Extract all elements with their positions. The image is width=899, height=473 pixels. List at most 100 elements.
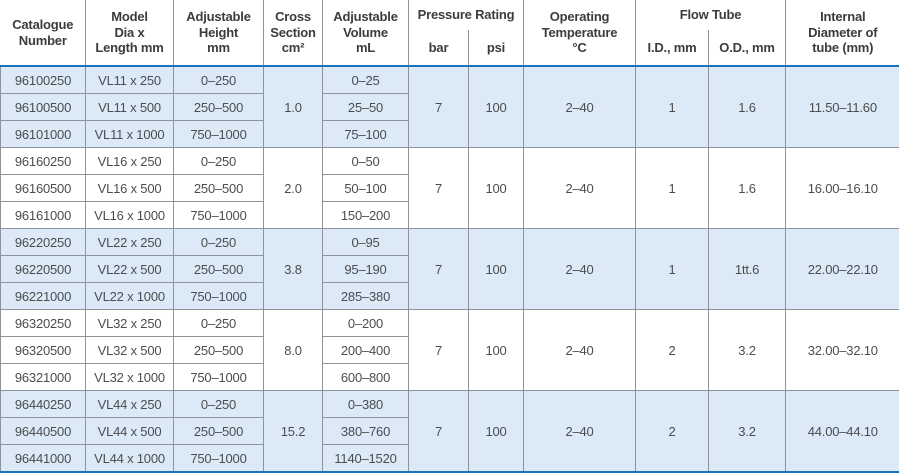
od-cell: 1tt.6 (709, 229, 786, 310)
model-cell: VL32 x 250 (86, 310, 174, 337)
id-cell: 1 (636, 66, 709, 148)
height-cell: 750–1000 (174, 121, 264, 148)
temperature-cell: 2–40 (524, 229, 636, 310)
cross-section-cell: 1.0 (264, 66, 323, 148)
col-header-catalogue-number: Catalogue Number (1, 0, 86, 66)
model-cell: VL32 x 500 (86, 337, 174, 364)
internal-diameter-cell: 11.50–11.60 (786, 66, 899, 148)
catalogue-cell: 96160250 (1, 148, 86, 175)
col-header-internal-diameter: Internal Diameter of tube (mm) (786, 0, 899, 66)
id-cell: 1 (636, 148, 709, 229)
od-cell: 1.6 (709, 148, 786, 229)
height-cell: 0–250 (174, 229, 264, 256)
volume-cell: 25–50 (323, 94, 409, 121)
table-header: Catalogue Number Model Dia x Length mm A… (1, 0, 899, 66)
model-cell: VL44 x 500 (86, 418, 174, 445)
height-cell: 250–500 (174, 418, 264, 445)
temperature-cell: 2–40 (524, 66, 636, 148)
internal-diameter-cell: 16.00–16.10 (786, 148, 899, 229)
model-cell: VL16 x 500 (86, 175, 174, 202)
col-header-flow-tube: Flow Tube (636, 0, 786, 30)
height-cell: 0–250 (174, 148, 264, 175)
col-header-id-mm: I.D., mm (636, 30, 709, 66)
catalogue-cell: 96100500 (1, 94, 86, 121)
height-cell: 250–500 (174, 256, 264, 283)
internal-diameter-cell: 32.00–32.10 (786, 310, 899, 391)
temperature-cell: 2–40 (524, 148, 636, 229)
model-cell: VL16 x 250 (86, 148, 174, 175)
psi-cell: 100 (469, 229, 524, 310)
od-cell: 3.2 (709, 391, 786, 473)
catalogue-cell: 96221000 (1, 283, 86, 310)
od-cell: 1.6 (709, 66, 786, 148)
volume-cell: 0–50 (323, 148, 409, 175)
internal-diameter-cell: 44.00–44.10 (786, 391, 899, 473)
catalogue-cell: 96100250 (1, 66, 86, 94)
height-cell: 750–1000 (174, 445, 264, 473)
col-header-od-mm: O.D., mm (709, 30, 786, 66)
volume-cell: 200–400 (323, 337, 409, 364)
model-cell: VL11 x 250 (86, 66, 174, 94)
psi-cell: 100 (469, 391, 524, 473)
volume-cell: 380–760 (323, 418, 409, 445)
height-cell: 0–250 (174, 391, 264, 418)
id-cell: 2 (636, 391, 709, 473)
table-row: 96440250 VL44 x 250 0–250 15.2 0–380 7 1… (1, 391, 899, 418)
height-cell: 0–250 (174, 310, 264, 337)
volume-cell: 95–190 (323, 256, 409, 283)
col-header-psi: psi (469, 30, 524, 66)
model-cell: VL11 x 500 (86, 94, 174, 121)
catalogue-cell: 96440500 (1, 418, 86, 445)
height-cell: 250–500 (174, 337, 264, 364)
model-cell: VL22 x 250 (86, 229, 174, 256)
psi-cell: 100 (469, 148, 524, 229)
cross-section-cell: 2.0 (264, 148, 323, 229)
volume-cell: 75–100 (323, 121, 409, 148)
table-body: 96100250 VL11 x 250 0–250 1.0 0–25 7 100… (1, 66, 899, 472)
id-cell: 2 (636, 310, 709, 391)
catalogue-cell: 96321000 (1, 364, 86, 391)
volume-cell: 0–380 (323, 391, 409, 418)
volume-cell: 150–200 (323, 202, 409, 229)
table-row: 96100250 VL11 x 250 0–250 1.0 0–25 7 100… (1, 66, 899, 94)
temperature-cell: 2–40 (524, 391, 636, 473)
model-cell: VL44 x 250 (86, 391, 174, 418)
col-header-pressure-rating: Pressure Rating (409, 0, 524, 30)
volume-cell: 285–380 (323, 283, 409, 310)
catalogue-cell: 96160500 (1, 175, 86, 202)
cross-section-cell: 15.2 (264, 391, 323, 473)
volume-cell: 0–95 (323, 229, 409, 256)
cross-section-cell: 3.8 (264, 229, 323, 310)
table-row: 96320250 VL32 x 250 0–250 8.0 0–200 7 10… (1, 310, 899, 337)
col-header-operating-temperature: Operating Temperature °C (524, 0, 636, 66)
catalogue-cell: 96440250 (1, 391, 86, 418)
table-row: 96160250 VL16 x 250 0–250 2.0 0–50 7 100… (1, 148, 899, 175)
height-cell: 0–250 (174, 66, 264, 94)
bar-cell: 7 (409, 229, 469, 310)
model-cell: VL16 x 1000 (86, 202, 174, 229)
volume-cell: 0–200 (323, 310, 409, 337)
volume-cell: 600–800 (323, 364, 409, 391)
catalogue-cell: 96161000 (1, 202, 86, 229)
col-header-adjustable-height: Adjustable Height mm (174, 0, 264, 66)
height-cell: 250–500 (174, 175, 264, 202)
model-cell: VL22 x 1000 (86, 283, 174, 310)
col-header-bar: bar (409, 30, 469, 66)
bar-cell: 7 (409, 148, 469, 229)
bar-cell: 7 (409, 66, 469, 148)
height-cell: 750–1000 (174, 202, 264, 229)
height-cell: 750–1000 (174, 364, 264, 391)
col-header-cross-section: Cross Section cm² (264, 0, 323, 66)
catalogue-cell: 96320500 (1, 337, 86, 364)
volume-cell: 1140–1520 (323, 445, 409, 473)
psi-cell: 100 (469, 66, 524, 148)
model-cell: VL32 x 1000 (86, 364, 174, 391)
model-cell: VL22 x 500 (86, 256, 174, 283)
volume-cell: 0–25 (323, 66, 409, 94)
bar-cell: 7 (409, 391, 469, 473)
catalogue-cell: 96441000 (1, 445, 86, 473)
col-header-adjustable-volume: Adjustable Volume mL (323, 0, 409, 66)
bar-cell: 7 (409, 310, 469, 391)
catalogue-cell: 96220500 (1, 256, 86, 283)
